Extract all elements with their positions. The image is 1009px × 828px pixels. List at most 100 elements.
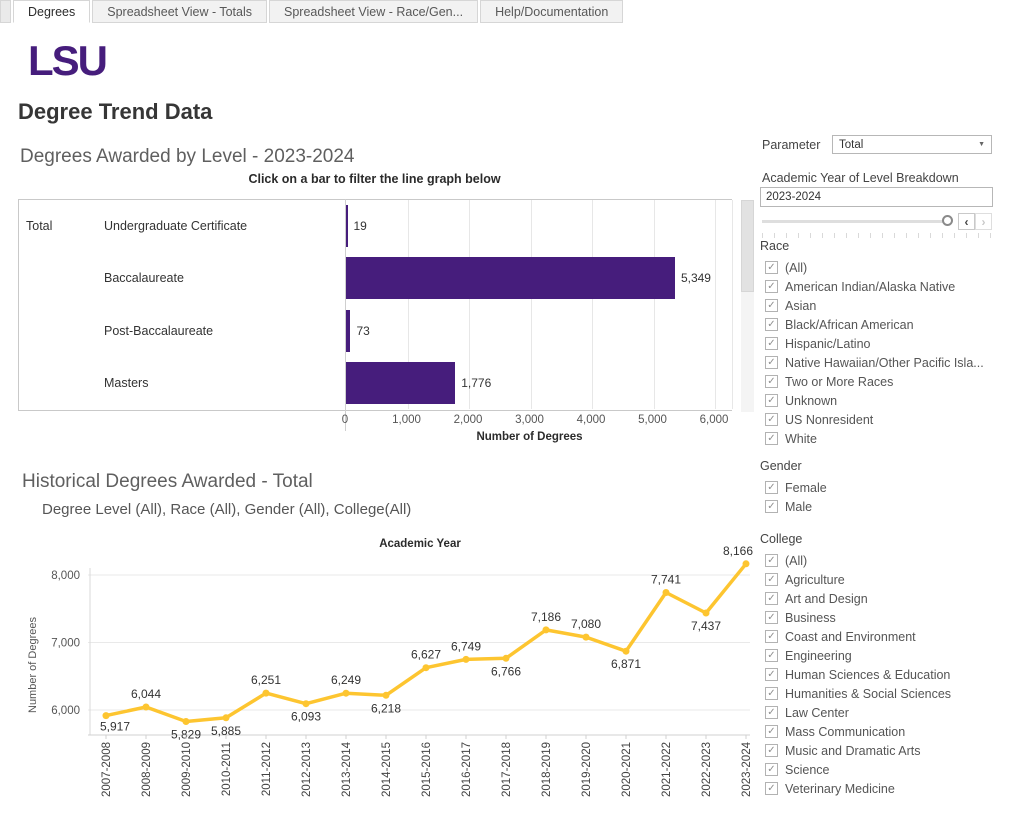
parameter-dropdown[interactable]: Total ▼ (832, 135, 992, 154)
bar-row-baccalaureate: Baccalaureate 5,349 (19, 252, 732, 304)
checkbox-item-human-sciences-education[interactable]: ✓ Human Sciences & Education (760, 665, 1006, 684)
checkbox-checked-icon[interactable]: ✓ (765, 744, 778, 757)
data-point-2023-2024[interactable] (742, 560, 750, 568)
data-point-2013-2014[interactable] (342, 689, 350, 697)
checkbox-item-law-center[interactable]: ✓ Law Center (760, 703, 1006, 722)
x-tick-label: 2009-2010 (181, 742, 193, 797)
bar-chart-x-axis-label: Number of Degrees (476, 431, 583, 443)
checkbox-checked-icon[interactable]: ✓ (765, 261, 778, 274)
checkbox-item-black-african-american[interactable]: ✓ Black/African American (760, 315, 1006, 334)
checkbox-checked-icon[interactable]: ✓ (765, 573, 778, 586)
point-value-label: 5,829 (171, 728, 201, 742)
data-point-2021-2022[interactable] (662, 589, 670, 596)
checkbox-item-hispanic-latino[interactable]: ✓ Hispanic/Latino (760, 334, 1006, 353)
checkbox-checked-icon[interactable]: ✓ (765, 592, 778, 605)
filter-sidebar: Parameter Total ▼ Academic Year of Level… (760, 135, 1006, 828)
checkbox-checked-icon[interactable]: ✓ (765, 725, 778, 738)
checkbox-item-native-hawaiian-other-pacific-isla[interactable]: ✓ Native Hawaiian/Other Pacific Isla... (760, 353, 1006, 372)
checkbox-checked-icon[interactable]: ✓ (765, 299, 778, 312)
checkbox-checked-icon[interactable]: ✓ (765, 668, 778, 681)
checkbox-item-agriculture[interactable]: ✓ Agriculture (760, 570, 1006, 589)
data-point-2012-2013[interactable] (302, 700, 310, 708)
data-point-2015-2016[interactable] (422, 664, 430, 672)
checkbox-checked-icon[interactable]: ✓ (765, 611, 778, 624)
checkbox-item-all[interactable]: ✓ (All) (760, 551, 1006, 570)
checkbox-item-unknown[interactable]: ✓ Unknown (760, 391, 1006, 410)
bar-post-baccalaureate[interactable] (346, 309, 351, 352)
data-point-2010-2011[interactable] (222, 714, 230, 722)
data-point-2008-2009[interactable] (142, 703, 150, 711)
checkbox-checked-icon[interactable]: ✓ (765, 432, 778, 445)
checkbox-item-engineering[interactable]: ✓ Engineering (760, 646, 1006, 665)
slider-tick-marks (762, 233, 992, 238)
tab-spreadsheet-view-race-gen[interactable]: Spreadsheet View - Race/Gen... (269, 0, 479, 23)
data-point-2020-2021[interactable] (622, 647, 630, 655)
checkbox-item-art-and-design[interactable]: ✓ Art and Design (760, 589, 1006, 608)
checkbox-item-female[interactable]: ✓ Female (760, 478, 1006, 497)
checkbox-checked-icon[interactable]: ✓ (765, 706, 778, 719)
data-point-2007-2008[interactable] (102, 712, 110, 720)
data-point-2011-2012[interactable] (262, 689, 270, 697)
checkbox-item-music-and-dramatic-arts[interactable]: ✓ Music and Dramatic Arts (760, 741, 1006, 760)
checkbox-item-humanities-social-sciences[interactable]: ✓ Humanities & Social Sciences (760, 684, 1006, 703)
bar-masters[interactable] (346, 361, 456, 404)
checkbox-checked-icon[interactable]: ✓ (765, 500, 778, 513)
checkbox-checked-icon[interactable]: ✓ (765, 318, 778, 331)
x-tick-label: 5,000 (638, 414, 667, 426)
bar-baccalaureate[interactable] (346, 257, 675, 300)
checkbox-item-coast-and-environment[interactable]: ✓ Coast and Environment (760, 627, 1006, 646)
slider-handle[interactable] (942, 215, 953, 226)
checkbox-checked-icon[interactable]: ✓ (765, 356, 778, 369)
checkbox-checked-icon[interactable]: ✓ (765, 763, 778, 776)
checkbox-item-american-indian-alaska-native[interactable]: ✓ American Indian/Alaska Native (760, 277, 1006, 296)
year-filter-slider[interactable]: ‹ › (760, 212, 993, 238)
tab-help-documentation[interactable]: Help/Documentation (480, 0, 624, 23)
checkbox-label: (All) (785, 260, 808, 275)
chevron-down-icon: ▼ (978, 141, 985, 148)
data-point-2022-2023[interactable] (702, 609, 710, 617)
bar-chart-scrollbar-thumb[interactable] (741, 200, 754, 292)
checkbox-item-veterinary-medicine[interactable]: ✓ Veterinary Medicine (760, 779, 1006, 798)
bar-chart-scrollbar[interactable] (741, 200, 754, 412)
data-point-2018-2019[interactable] (542, 626, 550, 634)
checkbox-checked-icon[interactable]: ✓ (765, 782, 778, 795)
gender-filter-group: Gender ✓ Female ✓ Male (760, 459, 1006, 516)
checkbox-checked-icon[interactable]: ✓ (765, 280, 778, 293)
slider-track[interactable] (762, 220, 950, 223)
checkbox-checked-icon[interactable]: ✓ (765, 687, 778, 700)
tab-spreadsheet-view-totals[interactable]: Spreadsheet View - Totals (92, 0, 268, 23)
data-point-2016-2017[interactable] (462, 655, 470, 663)
checkbox-item-mass-communication[interactable]: ✓ Mass Communication (760, 722, 1006, 741)
checkbox-checked-icon[interactable]: ✓ (765, 554, 778, 567)
checkbox-item-asian[interactable]: ✓ Asian (760, 296, 1006, 315)
data-point-2014-2015[interactable] (382, 691, 390, 699)
checkbox-item-us-nonresident[interactable]: ✓ US Nonresident (760, 410, 1006, 429)
checkbox-checked-icon[interactable]: ✓ (765, 630, 778, 643)
x-tick-label: 2018-2019 (541, 742, 553, 797)
data-point-2017-2018[interactable] (502, 654, 510, 662)
checkbox-item-business[interactable]: ✓ Business (760, 608, 1006, 627)
data-point-2009-2010[interactable] (182, 718, 190, 725)
checkbox-checked-icon[interactable]: ✓ (765, 375, 778, 388)
lsu-logo: LSU (28, 37, 108, 84)
bar-undergraduate-certificate[interactable] (346, 205, 348, 247)
bar-row-masters: Masters 1,776 (19, 357, 732, 409)
checkbox-item-all[interactable]: ✓ (All) (760, 258, 1006, 277)
checkbox-item-white[interactable]: ✓ White (760, 429, 1006, 448)
year-filter-input[interactable] (760, 187, 993, 207)
checkbox-checked-icon[interactable]: ✓ (765, 337, 778, 350)
checkbox-checked-icon[interactable]: ✓ (765, 413, 778, 426)
checkbox-checked-icon[interactable]: ✓ (765, 394, 778, 407)
tab-degrees[interactable]: Degrees (13, 0, 91, 23)
checkbox-checked-icon[interactable]: ✓ (765, 649, 778, 662)
checkbox-item-science[interactable]: ✓ Science (760, 760, 1006, 779)
checkbox-label: Female (785, 480, 827, 495)
checkbox-label: Veterinary Medicine (785, 781, 895, 796)
data-point-2019-2020[interactable] (582, 633, 590, 641)
slider-prev-button[interactable]: ‹ (958, 213, 975, 230)
checkbox-item-male[interactable]: ✓ Male (760, 497, 1006, 516)
checkbox-item-two-or-more-races[interactable]: ✓ Two or More Races (760, 372, 1006, 391)
slider-next-button[interactable]: › (975, 213, 992, 230)
checkbox-checked-icon[interactable]: ✓ (765, 481, 778, 494)
x-tick-label: 2020-2021 (621, 742, 633, 797)
